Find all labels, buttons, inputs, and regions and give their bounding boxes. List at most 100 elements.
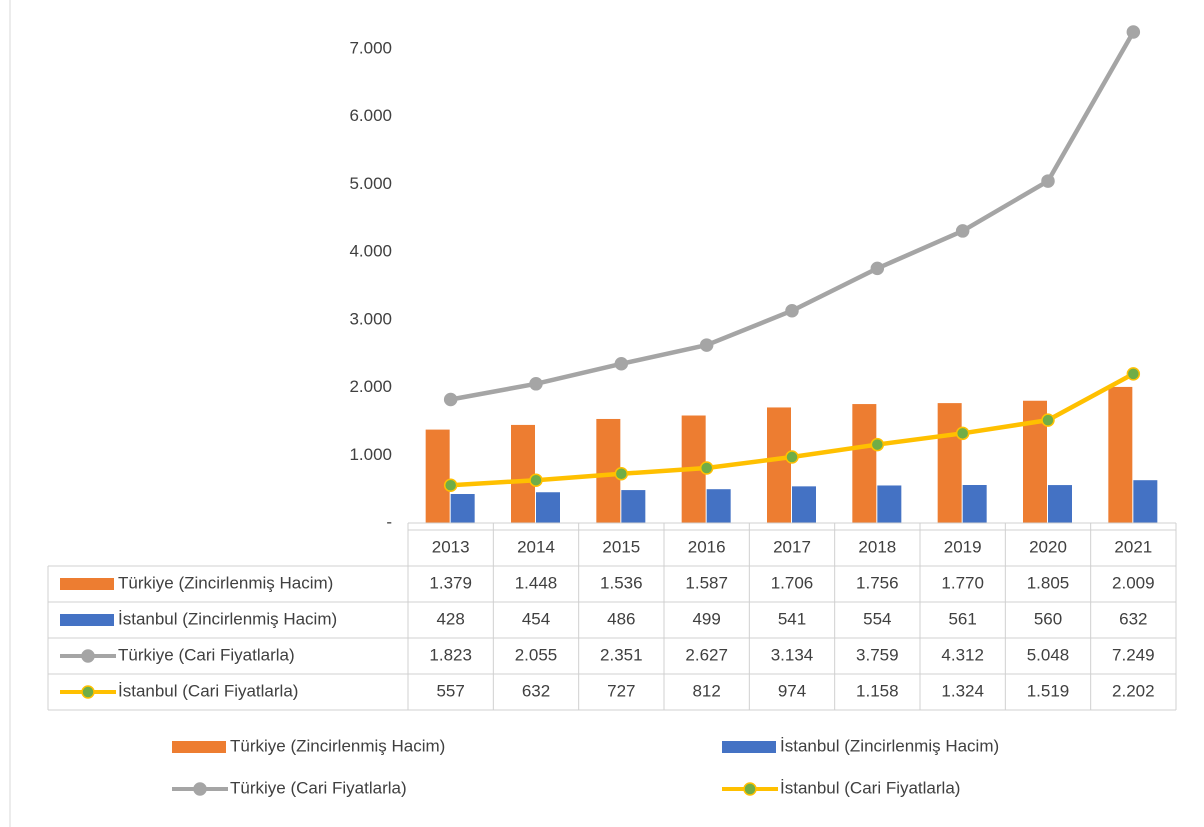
x-tick-label: 2021 bbox=[1114, 537, 1152, 556]
legend-label: İstanbul (Zincirlenmiş Hacim) bbox=[780, 736, 999, 755]
table-value: 1.324 bbox=[941, 681, 984, 700]
table-value: 2.627 bbox=[685, 645, 728, 664]
table-value: 1.519 bbox=[1027, 681, 1070, 700]
bar bbox=[450, 494, 475, 523]
legend-label: İstanbul (Cari Fiyatlarla) bbox=[780, 778, 960, 797]
table-value: 727 bbox=[607, 681, 635, 700]
y-tick-label: 7.000 bbox=[349, 38, 392, 57]
x-tick-label: 2013 bbox=[432, 537, 470, 556]
table-value: 2.055 bbox=[515, 645, 558, 664]
marker bbox=[529, 473, 543, 487]
y-tick-label: 1.000 bbox=[349, 445, 392, 464]
bar bbox=[1108, 386, 1133, 523]
marker bbox=[1041, 174, 1055, 188]
y-tick-label: 6.000 bbox=[349, 106, 392, 125]
table-value: 1.770 bbox=[941, 573, 984, 592]
marker bbox=[955, 224, 970, 238]
marker bbox=[1126, 367, 1141, 381]
legend-key bbox=[60, 614, 114, 626]
table-value: 560 bbox=[1034, 609, 1062, 628]
bar bbox=[852, 404, 877, 523]
table-value: 632 bbox=[522, 681, 550, 700]
table-value: 554 bbox=[863, 609, 891, 628]
table-value: 1.756 bbox=[856, 573, 899, 592]
table-value: 1.448 bbox=[515, 573, 558, 592]
table-value: 3.759 bbox=[856, 645, 899, 664]
x-tick-label: 2016 bbox=[688, 537, 726, 556]
table-value: 5.048 bbox=[1027, 645, 1070, 664]
bar bbox=[877, 485, 902, 523]
marker bbox=[529, 377, 543, 391]
table-value: 4.312 bbox=[941, 645, 984, 664]
marker bbox=[614, 467, 629, 481]
bar bbox=[767, 407, 791, 523]
row-label: Türkiye (Cari Fiyatlarla) bbox=[118, 645, 295, 664]
x-tick-label: 2017 bbox=[773, 537, 811, 556]
y-tick-label: 4.000 bbox=[349, 242, 392, 261]
legend-key bbox=[193, 782, 207, 796]
line bbox=[450, 30, 1136, 402]
legend-key bbox=[81, 685, 95, 699]
legend-key bbox=[743, 782, 757, 796]
table-value: 2.009 bbox=[1112, 573, 1155, 592]
legend-key bbox=[81, 649, 95, 663]
marker bbox=[614, 357, 629, 371]
table-value: 632 bbox=[1119, 609, 1147, 628]
legend-label: Türkiye (Cari Fiyatlarla) bbox=[230, 778, 407, 797]
x-tick-label: 2019 bbox=[944, 537, 982, 556]
table-value: 454 bbox=[522, 609, 550, 628]
marker bbox=[443, 478, 458, 493]
legend-key bbox=[60, 578, 114, 590]
marker bbox=[699, 461, 714, 475]
bar bbox=[1133, 480, 1158, 523]
bar bbox=[511, 424, 535, 523]
x-tick-label: 2015 bbox=[602, 537, 640, 556]
marker bbox=[1126, 25, 1141, 39]
table-value: 499 bbox=[692, 609, 720, 628]
table-value: 1.379 bbox=[429, 573, 472, 592]
x-tick-label: 2018 bbox=[858, 537, 896, 556]
row-label: İstanbul (Zincirlenmiş Hacim) bbox=[118, 609, 337, 628]
row-label: İstanbul (Cari Fiyatlarla) bbox=[118, 681, 298, 700]
legend-label: Türkiye (Zincirlenmiş Hacim) bbox=[230, 736, 445, 755]
table-value: 2.202 bbox=[1112, 681, 1155, 700]
bar bbox=[706, 489, 731, 523]
marker bbox=[785, 303, 799, 318]
y-tick-label: 2.000 bbox=[349, 377, 392, 396]
table-value: 974 bbox=[778, 681, 806, 700]
table-value: 541 bbox=[778, 609, 806, 628]
marker bbox=[699, 338, 714, 352]
y-tick-label: 5.000 bbox=[349, 174, 392, 193]
table-value: 561 bbox=[948, 609, 976, 628]
x-tick-label: 2014 bbox=[517, 537, 555, 556]
x-tick-label: 2020 bbox=[1029, 537, 1067, 556]
row-label: Türkiye (Zincirlenmiş Hacim) bbox=[118, 573, 333, 592]
table-value: 557 bbox=[436, 681, 464, 700]
table-value: 428 bbox=[436, 609, 464, 628]
marker bbox=[1041, 413, 1055, 427]
marker bbox=[870, 437, 885, 452]
marker bbox=[785, 450, 799, 464]
legend-key bbox=[722, 741, 776, 753]
bar bbox=[536, 492, 560, 523]
table-value: 7.249 bbox=[1112, 645, 1155, 664]
table-value: 1.587 bbox=[685, 573, 728, 592]
table-value: 3.134 bbox=[771, 645, 814, 664]
table-value: 1.823 bbox=[429, 645, 472, 664]
bar bbox=[1048, 485, 1072, 523]
bar bbox=[425, 429, 450, 523]
table-value: 1.805 bbox=[1027, 573, 1070, 592]
y-tick-label: 3.000 bbox=[349, 309, 392, 328]
bar bbox=[937, 403, 962, 523]
table-value: 1.536 bbox=[600, 573, 643, 592]
marker bbox=[870, 261, 885, 276]
y-tick-label: - bbox=[386, 512, 392, 531]
table-value: 486 bbox=[607, 609, 635, 628]
table-value: 812 bbox=[692, 681, 720, 700]
table-value: 1.158 bbox=[856, 681, 899, 700]
table-value: 1.706 bbox=[771, 573, 814, 592]
bar bbox=[962, 485, 987, 523]
marker bbox=[955, 426, 970, 441]
table-value: 2.351 bbox=[600, 645, 643, 664]
